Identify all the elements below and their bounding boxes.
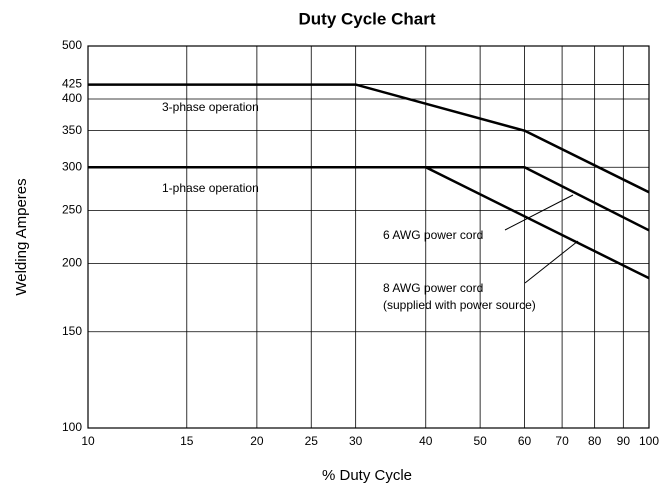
x-tick-label: 60 xyxy=(518,434,532,448)
x-tick-label: 30 xyxy=(349,434,363,448)
x-tick-label: 15 xyxy=(180,434,194,448)
series-label: 3-phase operation xyxy=(162,100,259,114)
x-tick-label: 25 xyxy=(305,434,319,448)
leader-line xyxy=(524,240,579,284)
x-tick-label: 90 xyxy=(617,434,631,448)
y-axis-title: Welding Amperes xyxy=(13,178,30,295)
series-line xyxy=(88,165,650,280)
leader-line xyxy=(504,194,574,231)
x-tick-label: 50 xyxy=(473,434,487,448)
y-tick-label: 350 xyxy=(62,123,82,137)
x-tick-label: 10 xyxy=(81,434,95,448)
chart-title: Duty Cycle Chart xyxy=(299,9,436,28)
y-tick-label: 150 xyxy=(62,324,82,338)
y-tick-label: 200 xyxy=(62,256,82,270)
y-tick-label: 400 xyxy=(62,91,82,105)
y-tick-label: 425 xyxy=(62,77,82,91)
annotation: (supplied with power source) xyxy=(383,298,536,312)
x-axis-title: % Duty Cycle xyxy=(322,467,412,484)
x-tick-label: 80 xyxy=(588,434,602,448)
x-tick-label: 70 xyxy=(555,434,569,448)
x-tick-label: 20 xyxy=(250,434,264,448)
series-line xyxy=(88,83,650,194)
series-label: 6 AWG power cord xyxy=(383,228,483,242)
series-label: 8 AWG power cord xyxy=(383,281,483,295)
y-tick-label: 250 xyxy=(62,203,82,217)
y-tick-label: 100 xyxy=(62,420,82,434)
y-tick-label: 500 xyxy=(62,38,82,52)
annotation: 1-phase operation xyxy=(162,181,259,195)
x-tick-label: 40 xyxy=(419,434,433,448)
x-tick-label: 100 xyxy=(639,434,659,448)
y-tick-label: 300 xyxy=(62,159,82,173)
